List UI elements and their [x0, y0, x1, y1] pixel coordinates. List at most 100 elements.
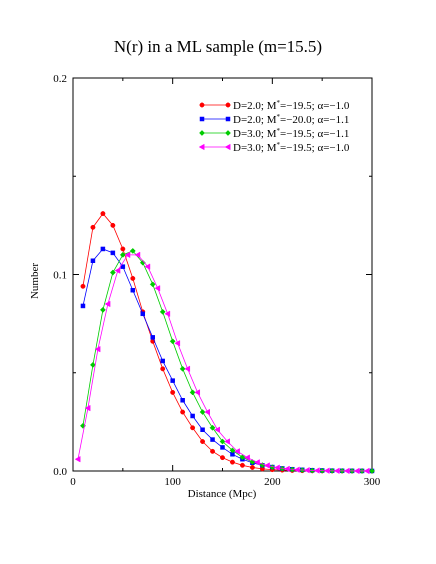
data-point-circle [190, 425, 196, 431]
series-2 [80, 246, 375, 474]
data-point-triangle [244, 454, 250, 461]
x-tick-label: 0 [70, 476, 76, 488]
data-point-circle [80, 283, 86, 289]
data-point-diamond [219, 438, 226, 445]
data-point-circle [200, 439, 206, 444]
y-tick-label: 0.0 [53, 466, 67, 478]
data-point-diamond [119, 251, 126, 258]
data-point-diamond [189, 389, 196, 396]
data-point-square [180, 398, 185, 403]
data-point-square [130, 287, 136, 293]
data-point-triangle [114, 267, 121, 274]
data-point-diamond [199, 130, 205, 136]
data-point-diamond [129, 247, 136, 254]
series-line [82, 212, 373, 472]
data-point-circle [220, 455, 225, 461]
data-point-square [225, 116, 231, 122]
data-point-diamond [209, 424, 216, 431]
data-point-circle [100, 211, 106, 217]
data-point-triangle [323, 467, 330, 474]
data-point-circle [120, 246, 126, 252]
data-point-triangle [198, 143, 205, 151]
data-point-triangle [313, 467, 320, 474]
data-point-diamond [89, 361, 96, 368]
series-line [82, 248, 373, 472]
data-point-circle [180, 409, 186, 415]
x-tick-label: 300 [364, 476, 381, 488]
legend-entry: D=2.0; M*=−20.0; α=−1.1 [199, 113, 349, 126]
data-point-triangle [174, 340, 181, 347]
legend-label: D=2.0; M*=−19.5; α=−1.0 [233, 99, 350, 112]
data-point-triangle [333, 467, 340, 475]
data-point-square [120, 264, 126, 269]
data-point-diamond [169, 338, 176, 345]
data-point-triangle [74, 455, 81, 463]
series-4 [74, 251, 370, 475]
legend-entry: D=3.0; M*=−19.5; α=−1.1 [199, 127, 349, 140]
data-point-circle [160, 366, 166, 372]
data-point-triangle [274, 464, 280, 471]
data-point-triangle [254, 459, 260, 466]
series-line [77, 254, 368, 472]
data-point-circle [110, 222, 116, 228]
data-point-diamond [159, 308, 166, 315]
data-point-square [199, 116, 205, 122]
data-point-triangle [293, 466, 300, 473]
data-point-square [90, 258, 96, 263]
data-point-circle [225, 102, 231, 108]
y-tick-label: 0.1 [53, 270, 67, 282]
data-point-square [110, 250, 116, 256]
data-point-triangle [343, 467, 350, 475]
series-line [82, 250, 373, 472]
data-point-circle [130, 275, 136, 281]
data-point-triangle [164, 310, 171, 318]
series-1 [80, 211, 375, 474]
data-point-square [210, 437, 215, 442]
data-point-diamond [149, 281, 156, 288]
data-point-square [190, 413, 195, 419]
data-point-triangle [134, 251, 141, 259]
legend-label: D=3.0; M*=−19.5; α=−1.1 [233, 127, 349, 140]
chart-title: N(r) in a ML sample (m=15.5) [114, 37, 322, 56]
data-point-triangle [224, 438, 230, 445]
y-axis-label: Number [29, 263, 41, 299]
data-point-diamond [139, 259, 146, 266]
data-point-triangle [194, 389, 201, 396]
data-point-square [140, 311, 146, 317]
data-point-square [170, 378, 175, 383]
data-point-triangle [184, 365, 191, 373]
data-point-circle [249, 465, 255, 470]
legend: D=2.0; M*=−19.5; α=−1.0D=2.0; M*=−20.0; … [198, 99, 350, 154]
data-point-triangle [363, 467, 370, 475]
data-point-triangle [224, 143, 231, 151]
x-tick-label: 200 [264, 476, 281, 488]
data-point-square [80, 303, 86, 309]
data-point-circle [210, 448, 215, 454]
data-point-diamond [369, 468, 375, 474]
data-point-circle [170, 389, 176, 395]
data-point-square [100, 246, 106, 252]
legend-entry: D=3.0; M*=−19.5; α=−1.0 [198, 141, 350, 154]
data-point-circle [199, 102, 205, 108]
data-point-circle [90, 224, 96, 230]
legend-entry: D=2.0; M*=−19.5; α=−1.0 [199, 99, 350, 112]
data-point-circle [239, 462, 245, 468]
data-point-triangle [234, 448, 240, 455]
x-tick-label: 100 [164, 476, 181, 488]
data-point-diamond [179, 365, 186, 372]
legend-label: D=3.0; M*=−19.5; α=−1.0 [233, 141, 350, 154]
data-point-triangle [124, 251, 131, 259]
data-point-diamond [99, 306, 106, 313]
data-point-triangle [214, 426, 220, 433]
data-point-square [160, 358, 165, 364]
data-point-triangle [154, 285, 161, 292]
data-point-triangle [283, 465, 290, 473]
data-point-square [150, 335, 155, 340]
data-point-diamond [229, 447, 236, 454]
data-point-square [200, 427, 205, 432]
data-point-triangle [84, 404, 91, 412]
y-tick-label: 0.2 [53, 73, 67, 85]
data-point-triangle [353, 467, 360, 475]
data-point-triangle [94, 345, 101, 353]
